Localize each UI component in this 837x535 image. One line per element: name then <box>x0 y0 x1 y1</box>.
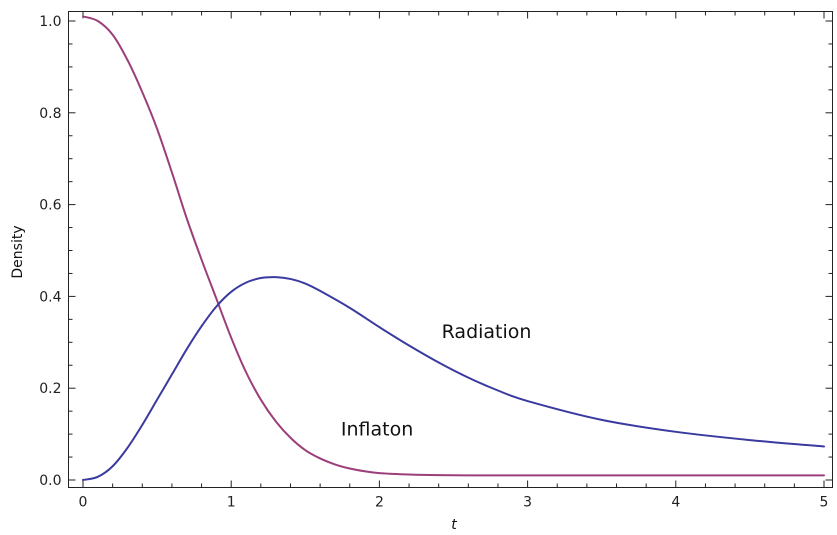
y-tick-label: 1.0 <box>39 14 61 30</box>
series-line-0 <box>82 15 825 477</box>
x-tick-label: 0 <box>79 495 88 511</box>
y-tick-label: 0.8 <box>39 106 61 122</box>
x-tick-label: 3 <box>523 495 532 511</box>
annotation-label: Inflaton <box>341 419 413 441</box>
x-axis-label: t <box>451 517 457 533</box>
y-axis-ticks: 0.0 0.2 0.4 0.6 0.8 1.0 <box>39 14 833 489</box>
y-axis-label: Density <box>10 225 26 278</box>
x-tick-label: 1 <box>227 495 236 511</box>
series-line-1 <box>82 276 825 481</box>
y-tick-label: 0.2 <box>39 381 61 397</box>
y-tick-label: 0.0 <box>39 473 61 489</box>
y-tick-label: 0.6 <box>39 198 61 214</box>
curve-annotations: Radiation Inflaton <box>341 321 532 441</box>
plot-frame <box>68 11 833 488</box>
y-tick-label: 0.4 <box>39 289 61 305</box>
x-tick-label: 2 <box>375 495 384 511</box>
series-lines <box>82 15 825 481</box>
x-tick-label: 4 <box>671 495 680 511</box>
annotation-label: Radiation <box>442 321 532 343</box>
x-axis-ticks: 0 1 2 3 4 5 <box>79 11 829 511</box>
x-tick-label: 5 <box>820 495 829 511</box>
